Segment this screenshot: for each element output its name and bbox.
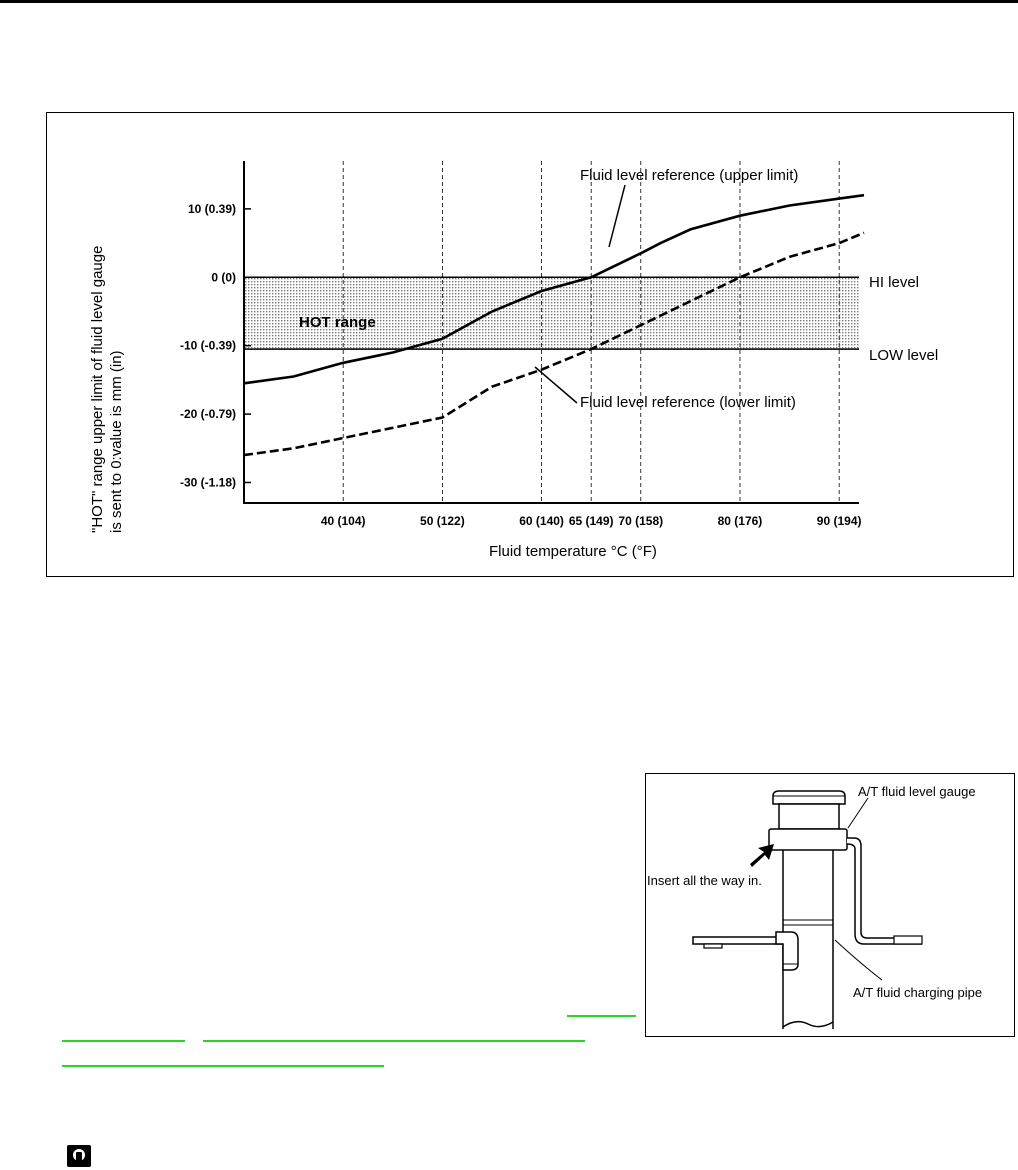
y-tick-label: -20 (-0.79) bbox=[180, 407, 236, 421]
mount-plate bbox=[692, 936, 784, 945]
lower-limit-annotation: Fluid level reference (lower limit) bbox=[580, 394, 796, 411]
lower-limit-line bbox=[243, 231, 865, 457]
gauge-collar bbox=[768, 828, 848, 851]
chart-svg: 10 (0.39) 0 (0) -10 (-0.39) -20 (-0.79) -30 … bbox=[89, 161, 938, 560]
y-axis-title-line-1: "HOT" range upper limit of fluid level g… bbox=[89, 246, 106, 533]
bracket-tab bbox=[893, 935, 923, 945]
special-tool-icon bbox=[67, 1145, 91, 1167]
x-tick-label: 65 (149) bbox=[569, 514, 614, 528]
insert-label: Insert all the way in. bbox=[647, 873, 762, 888]
hi-level-label: HI level bbox=[869, 274, 919, 291]
y-axis-title-line-2: is sent to 0:value is mm (in) bbox=[108, 350, 125, 533]
insert-arrow-icon bbox=[750, 844, 774, 867]
gauge-cap bbox=[772, 790, 846, 805]
gauge-illustration: A/T fluid level gauge Insert all the way… bbox=[647, 784, 982, 1029]
x-tick-label: 40 (104) bbox=[321, 514, 366, 528]
x-tick-label: 70 (158) bbox=[618, 514, 663, 528]
x-tick-label: 90 (194) bbox=[817, 514, 862, 528]
lower-limit-leader bbox=[534, 366, 578, 404]
x-axis-title: Fluid temperature °C (°F) bbox=[489, 543, 657, 560]
reference-link[interactable] bbox=[567, 1015, 636, 1017]
x-tick-label: 50 (122) bbox=[420, 514, 465, 528]
reference-link[interactable] bbox=[62, 1065, 384, 1067]
pipe-label: A/T fluid charging pipe bbox=[853, 985, 982, 1000]
y-tick-label: 10 (0.39) bbox=[188, 202, 236, 216]
y-tick-label: 0 (0) bbox=[211, 270, 236, 284]
gauge-figure: A/T fluid level gauge Insert all the way… bbox=[645, 773, 1015, 1037]
y-tick-label: -10 (-0.39) bbox=[180, 339, 236, 353]
mount-plate-tab bbox=[703, 943, 723, 949]
x-tick-label: 80 (176) bbox=[718, 514, 763, 528]
y-tick-label: -30 (-1.18) bbox=[180, 475, 236, 489]
gauge-label: A/T fluid level gauge bbox=[858, 784, 976, 799]
fluid-level-chart: 10 (0.39) 0 (0) -10 (-0.39) -20 (-0.79) -30 … bbox=[46, 112, 1014, 577]
pipe-leader bbox=[834, 939, 883, 981]
x-tick-label: 60 (140) bbox=[519, 514, 564, 528]
gauge-leader bbox=[847, 797, 869, 829]
reference-link[interactable] bbox=[203, 1040, 585, 1042]
pipe-break bbox=[782, 1020, 834, 1028]
gauge-tube-upper bbox=[778, 803, 840, 830]
low-level-label: LOW level bbox=[869, 347, 938, 364]
top-rule bbox=[0, 0, 1018, 3]
upper-limit-line bbox=[243, 193, 865, 385]
upper-limit-leader bbox=[608, 184, 626, 248]
reference-link[interactable] bbox=[62, 1040, 185, 1042]
upper-limit-annotation: Fluid level reference (upper limit) bbox=[580, 167, 798, 184]
gauge-bracket bbox=[846, 837, 922, 945]
hot-range-label: HOT range bbox=[299, 314, 376, 331]
